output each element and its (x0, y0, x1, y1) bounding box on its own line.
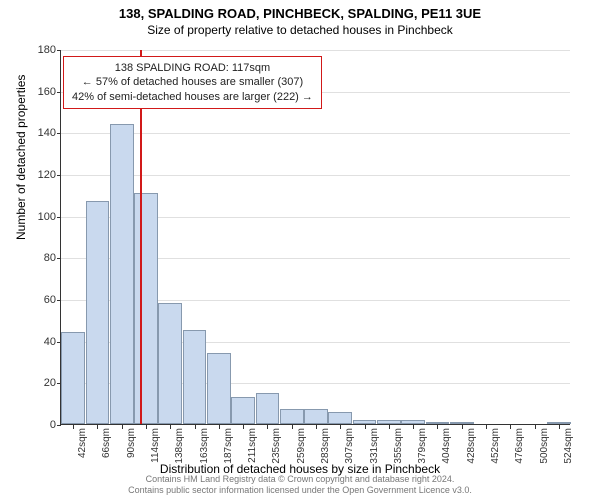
title-block: 138, SPALDING ROAD, PINCHBECK, SPALDING,… (0, 0, 600, 37)
xtick-mark (389, 425, 390, 429)
gridline (61, 175, 570, 176)
xtick-label: 404sqm (441, 428, 452, 464)
xtick-mark (243, 425, 244, 429)
xtick-mark (486, 425, 487, 429)
xtick-label: 114sqm (150, 428, 161, 463)
histogram-bar (547, 422, 571, 424)
ytick-label: 180 (16, 44, 56, 56)
histogram-bar (353, 420, 377, 424)
xtick-label: 476sqm (514, 428, 525, 464)
ytick-label: 20 (16, 377, 56, 389)
ytick-mark (57, 92, 61, 93)
ytick-mark (57, 175, 61, 176)
ytick-mark (57, 300, 61, 301)
xtick-label: 355sqm (393, 428, 404, 464)
xtick-mark (413, 425, 414, 429)
page-title: 138, SPALDING ROAD, PINCHBECK, SPALDING,… (0, 6, 600, 21)
xtick-mark (97, 425, 98, 429)
xtick-mark (340, 425, 341, 429)
histogram-bar (207, 353, 231, 424)
xtick-label: 90sqm (126, 428, 137, 458)
page-subtitle: Size of property relative to detached ho… (0, 23, 600, 37)
xtick-label: 235sqm (271, 428, 282, 464)
histogram-bar (134, 193, 158, 424)
xtick-label: 379sqm (417, 428, 428, 464)
xtick-label: 524sqm (563, 428, 574, 464)
histogram-bar (304, 409, 328, 424)
gridline (61, 50, 570, 51)
xtick-label: 138sqm (174, 428, 185, 464)
histogram-bar (110, 124, 134, 424)
xtick-label: 500sqm (539, 428, 550, 464)
ytick-label: 40 (16, 336, 56, 348)
xtick-mark (146, 425, 147, 429)
annotation-line-3: 42% of semi-detached houses are larger (… (72, 90, 313, 104)
histogram-bar (61, 332, 85, 424)
histogram-bar (256, 393, 280, 424)
xtick-mark (535, 425, 536, 429)
xtick-label: 211sqm (247, 428, 258, 463)
gridline (61, 133, 570, 134)
xtick-mark (316, 425, 317, 429)
xtick-label: 163sqm (199, 428, 210, 464)
footer-line-2: Contains public sector information licen… (0, 485, 600, 496)
histogram-bar (426, 422, 450, 424)
xtick-label: 187sqm (223, 428, 234, 464)
footer-line-1: Contains HM Land Registry data © Crown c… (0, 474, 600, 485)
xtick-mark (510, 425, 511, 429)
xtick-mark (170, 425, 171, 429)
xtick-mark (195, 425, 196, 429)
histogram-bar (328, 412, 352, 425)
ytick-mark (57, 217, 61, 218)
xtick-mark (559, 425, 560, 429)
ytick-mark (57, 258, 61, 259)
xtick-label: 283sqm (320, 428, 331, 464)
xtick-mark (292, 425, 293, 429)
annotation-box: 138 SPALDING ROAD: 117sqm ← 57% of detac… (63, 56, 322, 109)
histogram-chart: 02040608010012014016018042sqm66sqm90sqm1… (60, 50, 570, 425)
xtick-mark (365, 425, 366, 429)
xtick-mark (122, 425, 123, 429)
ytick-label: 80 (16, 252, 56, 264)
xtick-label: 259sqm (296, 428, 307, 464)
ytick-label: 60 (16, 294, 56, 306)
ytick-mark (57, 425, 61, 426)
xtick-mark (267, 425, 268, 429)
y-axis-label: Number of detached properties (14, 75, 28, 240)
xtick-label: 307sqm (344, 428, 355, 464)
histogram-bar (183, 330, 207, 424)
histogram-bar (377, 420, 401, 424)
histogram-bar (280, 409, 304, 424)
annotation-line-1: 138 SPALDING ROAD: 117sqm (72, 61, 313, 75)
histogram-bar (450, 422, 474, 424)
xtick-label: 42sqm (77, 428, 88, 458)
histogram-bar (86, 201, 110, 424)
xtick-label: 452sqm (490, 428, 501, 464)
xtick-mark (73, 425, 74, 429)
histogram-bar (231, 397, 255, 424)
xtick-label: 331sqm (369, 428, 380, 464)
xtick-mark (219, 425, 220, 429)
plot-area: 02040608010012014016018042sqm66sqm90sqm1… (60, 50, 570, 425)
histogram-bar (401, 420, 425, 424)
ytick-mark (57, 133, 61, 134)
ytick-label: 0 (16, 419, 56, 431)
ytick-mark (57, 50, 61, 51)
histogram-bar (158, 303, 182, 424)
annotation-line-2: ← 57% of detached houses are smaller (30… (72, 75, 313, 89)
xtick-mark (437, 425, 438, 429)
xtick-mark (462, 425, 463, 429)
footer-attribution: Contains HM Land Registry data © Crown c… (0, 474, 600, 497)
xtick-label: 428sqm (466, 428, 477, 464)
xtick-label: 66sqm (101, 428, 112, 458)
